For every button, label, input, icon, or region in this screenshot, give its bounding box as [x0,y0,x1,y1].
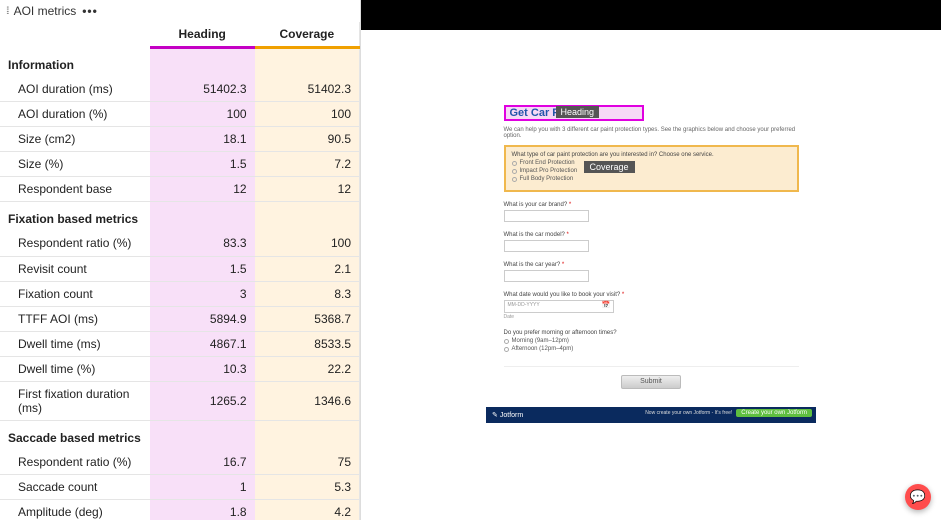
field-year: What is the car year? * [504,262,799,282]
option-morning[interactable]: Morning (9am–12pm) [504,338,799,344]
table-row: Size (cm2)18.190.5 [0,127,360,152]
question-protection-type: What type of car paint protection are yo… [512,152,791,158]
section-fixation: Fixation based metrics [0,202,150,232]
form-subtitle: We can help you with 3 different car pai… [504,127,799,139]
aoi-heading-badge: Heading [556,106,600,118]
metrics-panel: ⁞⁞ AOI metrics ••• Heading Coverage Info… [0,0,361,520]
panel-title-bar: ⁞⁞ AOI metrics ••• [0,0,360,22]
aoi-coverage-overlay[interactable]: What type of car paint protection are yo… [504,145,799,192]
table-row: Respondent ratio (%)16.775 [0,450,360,475]
option-front-end[interactable]: Front End Protection [512,160,791,166]
date-hint: Date [504,314,799,320]
aoi-heading-overlay[interactable]: Get Car P Heading ection [504,105,644,121]
radio-icon [512,169,517,174]
model-input[interactable] [504,240,589,252]
table-row: AOI duration (%)100100 [0,102,360,127]
app-container: ⁞⁞ AOI metrics ••• Heading Coverage Info… [0,0,941,520]
browser-chrome-bar [361,0,941,30]
submit-button[interactable]: Submit [621,375,681,389]
col-heading-header[interactable]: Heading [150,22,255,48]
chat-bubble-icon[interactable]: 💬 [905,484,931,510]
field-date: What date would you like to book your vi… [504,292,799,320]
year-input[interactable] [504,270,589,282]
form-card: Get Car P Heading ection We can help you… [504,105,799,389]
table-row: AOI duration (ms)51402.351402.3 [0,77,360,102]
date-input[interactable]: MM-DD-YYYY [504,300,614,313]
required-icon: * [622,292,624,298]
section-saccade: Saccade based metrics [0,420,150,450]
more-menu-icon[interactable]: ••• [82,4,98,18]
jotform-create-button[interactable]: Create your own Jotform [736,409,812,417]
form-header: Get Car P Heading ection [504,105,799,125]
jotform-footer-bar: ✎ Jotform Now create your own Jotform - … [486,407,816,423]
table-row: Fixation count38.3 [0,281,360,306]
table-row: Saccade count15.3 [0,475,360,500]
submit-row: Submit [504,366,799,389]
table-row: TTFF AOI (ms)5894.95368.7 [0,306,360,331]
jotform-promo-text: Now create your own Jotform - It's free! [645,410,732,416]
radio-icon [512,177,517,182]
stimulus-preview-panel: Get Car P Heading ection We can help you… [361,0,941,520]
drag-handle-icon[interactable]: ⁞⁞ [6,6,8,17]
option-afternoon[interactable]: Afternoon (12pm–4pm) [504,346,799,352]
panel-title: AOI metrics [14,4,77,18]
required-icon: * [562,262,564,268]
table-row: Dwell time (ms)4867.18533.5 [0,331,360,356]
required-icon: * [567,232,569,238]
preview-area: Get Car P Heading ection We can help you… [361,30,941,520]
radio-icon [504,339,509,344]
option-impact-pro[interactable]: Impact Pro Protection [512,168,791,174]
aoi-coverage-badge: Coverage [584,161,635,173]
jotform-pencil-icon: ✎ [492,411,498,419]
field-brand: What is your car brand? * [504,202,799,222]
section-information: Information [0,48,150,77]
metrics-table: Heading Coverage Information AOI duratio… [0,22,360,520]
table-row: Dwell time (%)10.322.2 [0,356,360,381]
col-metric-header [0,22,150,48]
field-time: Do you prefer morning or afternoon times… [504,330,799,352]
radio-icon [512,161,517,166]
radio-icon [504,347,509,352]
col-coverage-header[interactable]: Coverage [255,22,360,48]
table-row: Respondent base1212 [0,177,360,202]
table-row: Revisit count1.52.1 [0,256,360,281]
table-row: Amplitude (deg)1.84.2 [0,500,360,520]
table-row: Size (%)1.57.2 [0,152,360,177]
table-row: Respondent ratio (%)83.3100 [0,231,360,256]
brand-input[interactable] [504,210,589,222]
field-model: What is the car model? * [504,232,799,252]
option-full-body[interactable]: Full Body Protection [512,176,791,182]
form-title-left: Get Car P [506,107,560,119]
table-row: First fixation duration (ms)1265.21346.6 [0,381,360,420]
required-icon: * [569,202,571,208]
jotform-logo[interactable]: ✎ Jotform [492,411,523,419]
